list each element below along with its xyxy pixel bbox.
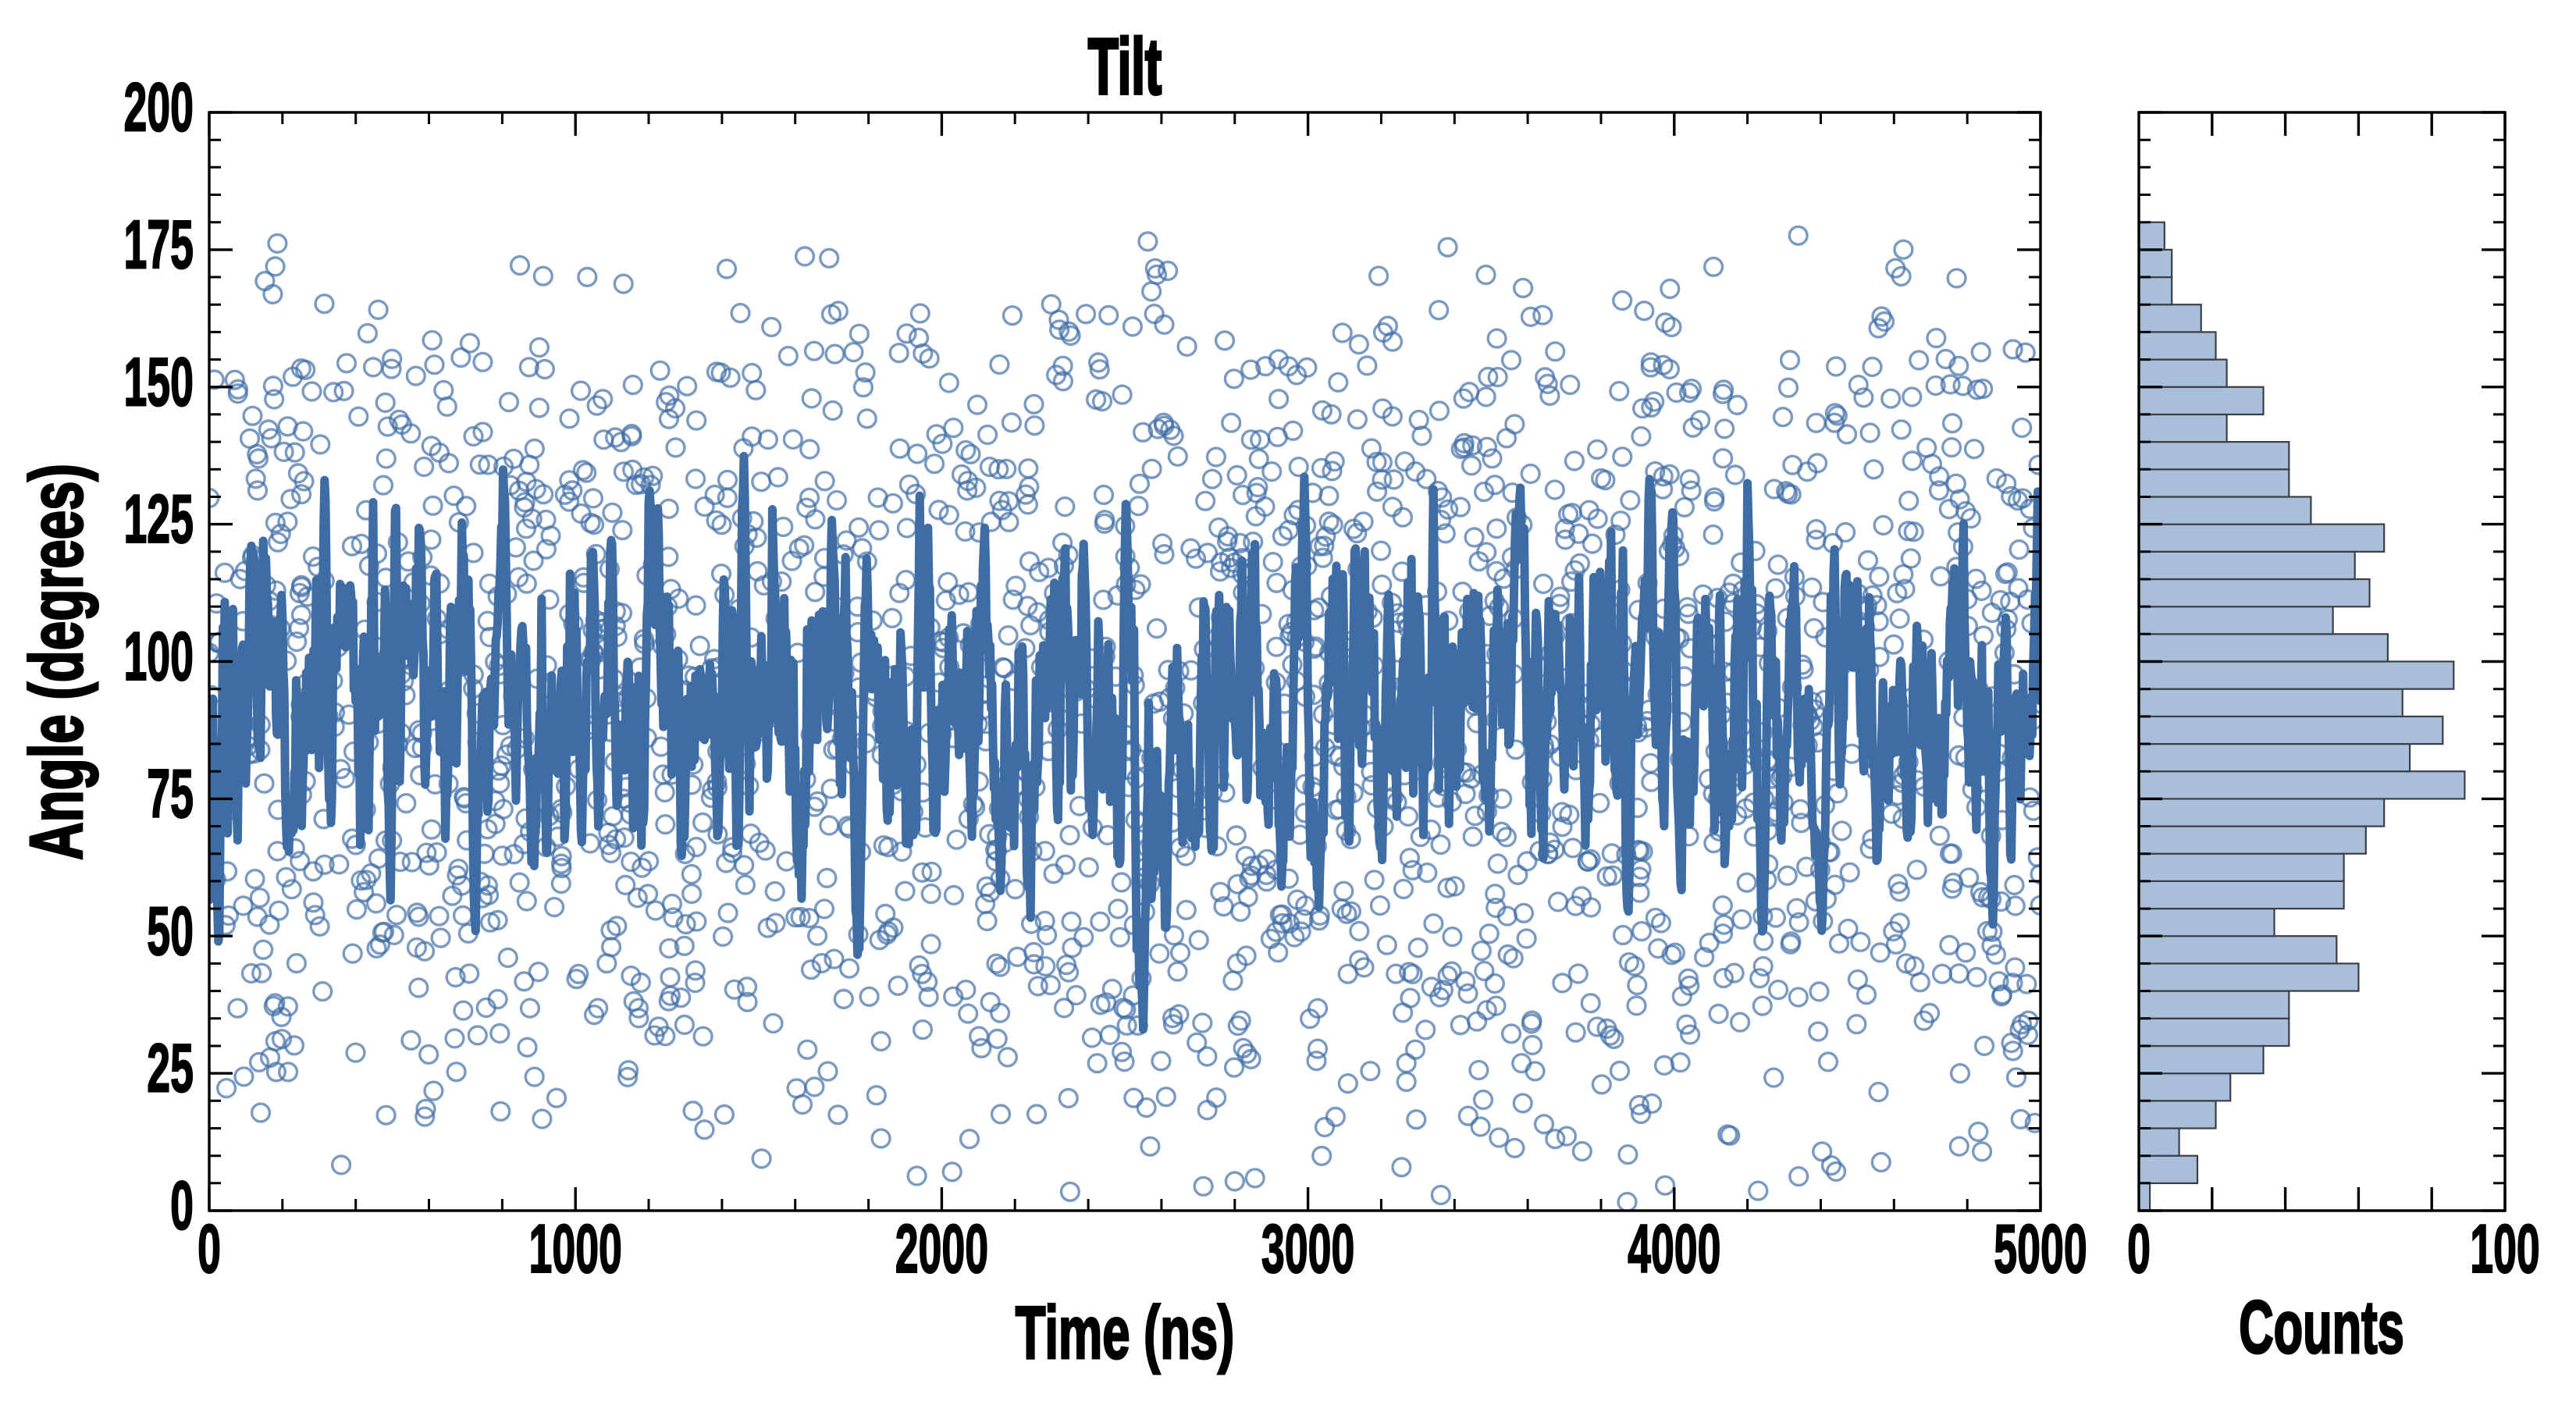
svg-text:4000: 4000	[1628, 1211, 1720, 1288]
svg-text:100: 100	[123, 619, 194, 695]
svg-text:Counts: Counts	[2239, 1286, 2404, 1369]
svg-text:Angle (degrees): Angle (degrees)	[14, 464, 98, 860]
svg-text:Tilt: Tilt	[1088, 23, 1162, 110]
svg-text:25: 25	[147, 1030, 194, 1107]
svg-text:1000: 1000	[529, 1211, 622, 1288]
svg-text:5000: 5000	[1994, 1211, 2087, 1288]
svg-text:0: 0	[197, 1211, 221, 1288]
svg-text:200: 200	[123, 69, 194, 146]
svg-text:125: 125	[123, 482, 194, 558]
svg-text:2000: 2000	[895, 1211, 988, 1288]
svg-text:0: 0	[2127, 1211, 2151, 1288]
svg-text:0: 0	[170, 1168, 194, 1244]
svg-text:100: 100	[2470, 1211, 2540, 1288]
svg-text:150: 150	[123, 344, 194, 421]
svg-text:75: 75	[147, 756, 194, 832]
svg-text:3000: 3000	[1261, 1211, 1354, 1288]
svg-text:50: 50	[147, 893, 194, 969]
svg-text:175: 175	[123, 207, 194, 283]
svg-text:Time (ns): Time (ns)	[1016, 1291, 1234, 1375]
